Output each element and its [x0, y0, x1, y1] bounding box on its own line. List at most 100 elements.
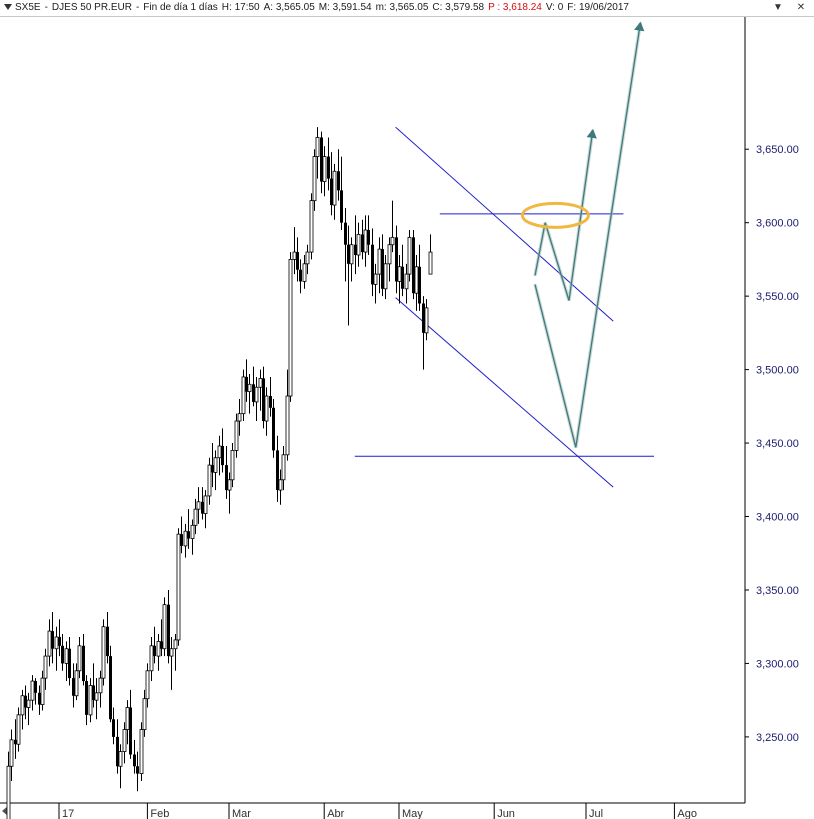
candle-body	[276, 450, 279, 491]
candle-body	[112, 719, 115, 737]
candle-body	[227, 479, 232, 491]
candle-body	[281, 454, 286, 481]
candle-body	[34, 681, 37, 693]
candle-body	[26, 699, 31, 708]
candle-body	[118, 751, 123, 767]
candle-body	[288, 259, 293, 397]
dropdown-arrow-icon[interactable]	[4, 4, 12, 11]
x-tick-label: Ago	[677, 808, 697, 819]
candle-body	[327, 156, 330, 179]
close-icon[interactable]: ✕	[796, 2, 806, 13]
x-tick-label: Mar	[232, 808, 251, 819]
candle-body	[156, 640, 161, 657]
candle-body	[30, 680, 35, 701]
candle-body	[14, 739, 17, 745]
hour-value: H: 17:50	[221, 2, 260, 13]
candle-body	[68, 648, 71, 679]
candle-body	[278, 479, 283, 491]
candlestick-chart[interactable]: 3,250.00 3,300.00 3,350.00 3,400.00 3,450.00…	[0, 17, 814, 819]
candle-body	[77, 645, 82, 672]
candle-body	[217, 445, 222, 459]
trend-lines	[354, 126, 654, 488]
y-tick-label: 3,400.00	[756, 512, 799, 524]
close-value: C: 3,579.58	[432, 2, 485, 13]
candle-body	[106, 626, 109, 657]
candle-body	[230, 450, 235, 481]
candle-body	[412, 237, 415, 294]
candle-body	[101, 626, 106, 679]
candle-body	[285, 395, 290, 456]
candle-body	[395, 237, 398, 282]
candle-body	[269, 396, 272, 408]
candle-body	[40, 677, 45, 705]
candle-body	[344, 222, 347, 245]
candle-body	[292, 251, 297, 260]
candle-body	[258, 378, 263, 388]
candle-body	[173, 639, 178, 650]
candle-body	[88, 685, 93, 716]
highlight-ellipse	[520, 201, 590, 229]
x-tick-label: Abr	[327, 808, 344, 819]
candle-body	[322, 156, 327, 182]
candle-body	[72, 678, 75, 696]
y-tick-label: 3,300.00	[756, 658, 799, 670]
candle-body	[401, 266, 404, 289]
candle-body	[94, 692, 99, 701]
candle-body	[315, 137, 320, 157]
candle-body	[139, 729, 144, 775]
candle-body	[201, 501, 204, 514]
period-label: Fin de día 1 días	[143, 2, 218, 13]
candle-body	[373, 273, 378, 285]
candle-body	[414, 266, 419, 294]
candle-body	[109, 656, 112, 720]
candle-body	[361, 234, 364, 253]
y-tick-label: 3,500.00	[756, 365, 799, 377]
candle-body	[180, 534, 183, 546]
candle-body	[183, 530, 188, 547]
trendline	[395, 126, 614, 322]
candle-body	[74, 670, 79, 697]
trendline	[395, 297, 614, 488]
chart-axes	[0, 17, 749, 819]
low-value: m: 3,565.05	[375, 2, 429, 13]
x-axis-labels: 17 Feb Mar Abr May Jun Jul Ago	[62, 808, 697, 819]
candle-body	[61, 645, 64, 664]
candle-body	[371, 244, 374, 285]
candle-body	[149, 645, 154, 672]
open-value: A: 3,565.05	[263, 2, 315, 13]
arrow-down-icon[interactable]: ▼	[773, 2, 783, 13]
candle-body	[383, 263, 388, 290]
candle-body	[9, 739, 14, 767]
candle-body	[82, 645, 85, 682]
candle-body	[305, 251, 310, 265]
candle-body	[142, 698, 147, 730]
candle-body	[247, 383, 252, 393]
candle-body	[92, 685, 95, 701]
candle-body	[51, 631, 54, 649]
candle-body	[254, 386, 259, 403]
candle-body	[347, 244, 350, 264]
candle-body	[296, 252, 299, 270]
candle-body	[160, 641, 163, 649]
candle-body	[43, 655, 48, 679]
projection-arrows	[520, 21, 645, 448]
candle-body	[58, 636, 61, 646]
candle-body	[272, 407, 275, 451]
candle-body	[424, 307, 429, 334]
candle-body	[196, 501, 201, 510]
candle-body	[320, 137, 323, 182]
candle-body	[332, 170, 337, 206]
candle-body	[264, 395, 269, 422]
candle-body	[390, 236, 395, 246]
candle-body	[302, 263, 307, 282]
candle-body	[125, 707, 130, 730]
candle-body	[213, 457, 218, 473]
candle-body	[6, 765, 11, 819]
candle-body	[16, 714, 21, 745]
scroll-left-icon	[2, 806, 8, 816]
candle-body	[169, 648, 174, 657]
candle-body	[428, 251, 433, 275]
candle-body	[211, 465, 214, 473]
candle-body	[356, 234, 361, 256]
candle-body	[299, 269, 302, 282]
